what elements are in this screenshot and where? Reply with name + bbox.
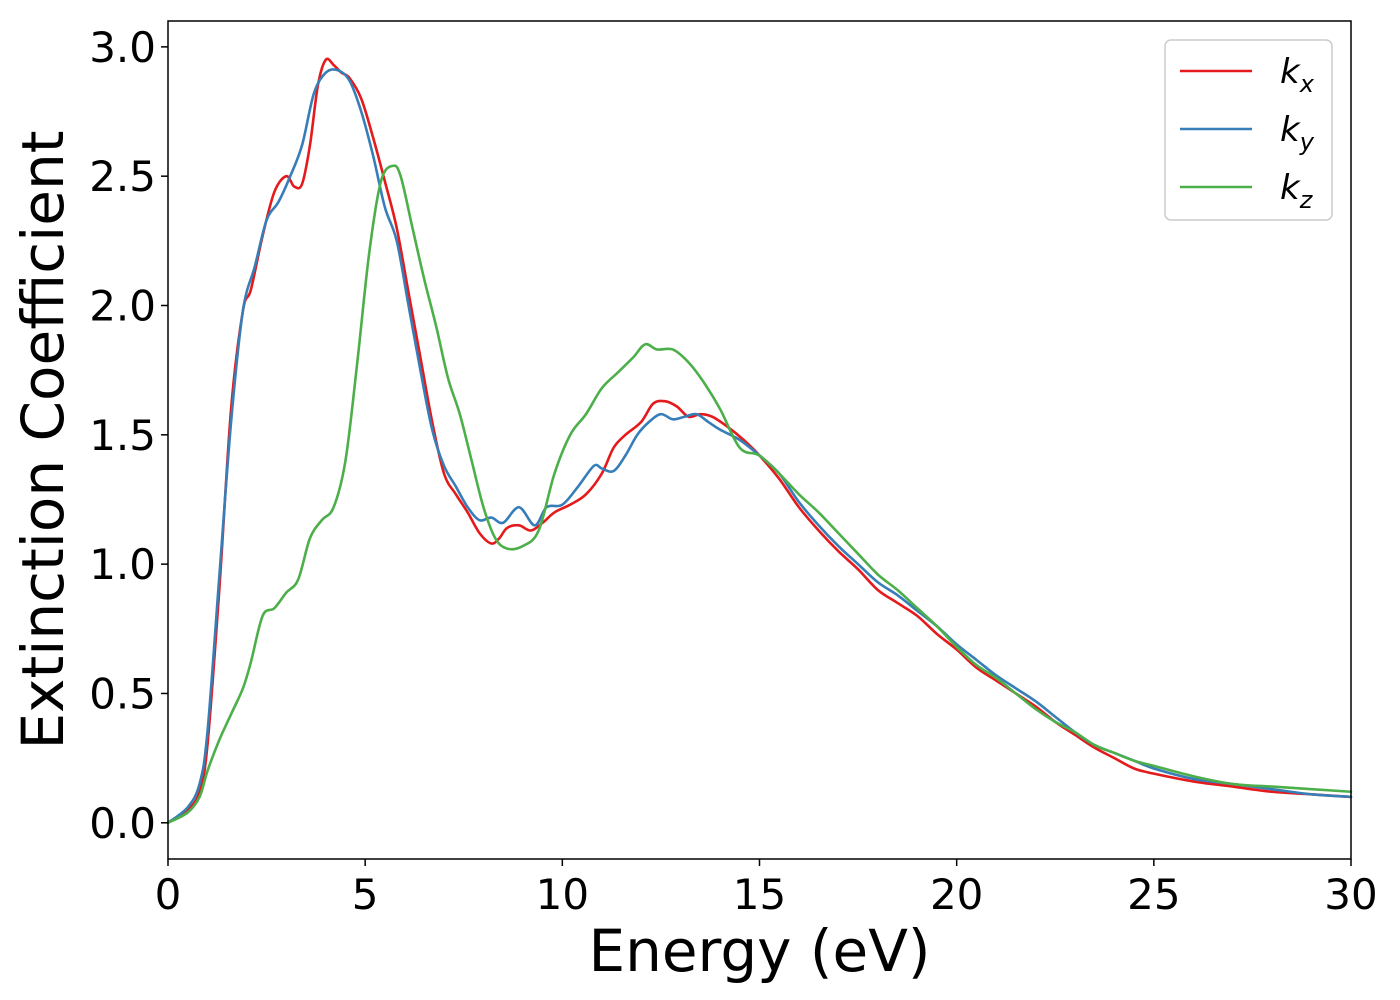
y-tick-label: 2.5 [89, 152, 156, 201]
y-tick-label: 0.5 [89, 669, 156, 718]
x-axis-ticks: 0 5 10 15 20 25 30 [155, 859, 1378, 919]
y-axis-ticks: 0.0 0.5 1.0 1.5 2.0 2.5 3.0 [89, 23, 168, 848]
series-line-kz [166, 164, 1353, 825]
x-tick-label: 0 [155, 870, 182, 919]
x-tick-label: 5 [352, 870, 379, 919]
y-tick-label: 0.0 [89, 799, 156, 848]
series-line-ky [166, 68, 1353, 825]
y-tick-label: 2.0 [89, 282, 156, 331]
series-line-kx [166, 57, 1353, 825]
y-tick-label: 3.0 [89, 23, 156, 72]
x-tick-label: 15 [733, 870, 786, 919]
x-axis-label: Energy (eV) [588, 917, 930, 985]
x-tick-label: 20 [930, 870, 983, 919]
series-layer [166, 57, 1353, 825]
x-tick-label: 30 [1324, 870, 1377, 919]
y-tick-label: 1.5 [89, 411, 156, 460]
y-tick-label: 1.0 [89, 540, 156, 589]
x-tick-label: 25 [1127, 870, 1180, 919]
y-axis-label: Extinction Coefficient [9, 131, 77, 750]
x-tick-label: 10 [536, 870, 589, 919]
